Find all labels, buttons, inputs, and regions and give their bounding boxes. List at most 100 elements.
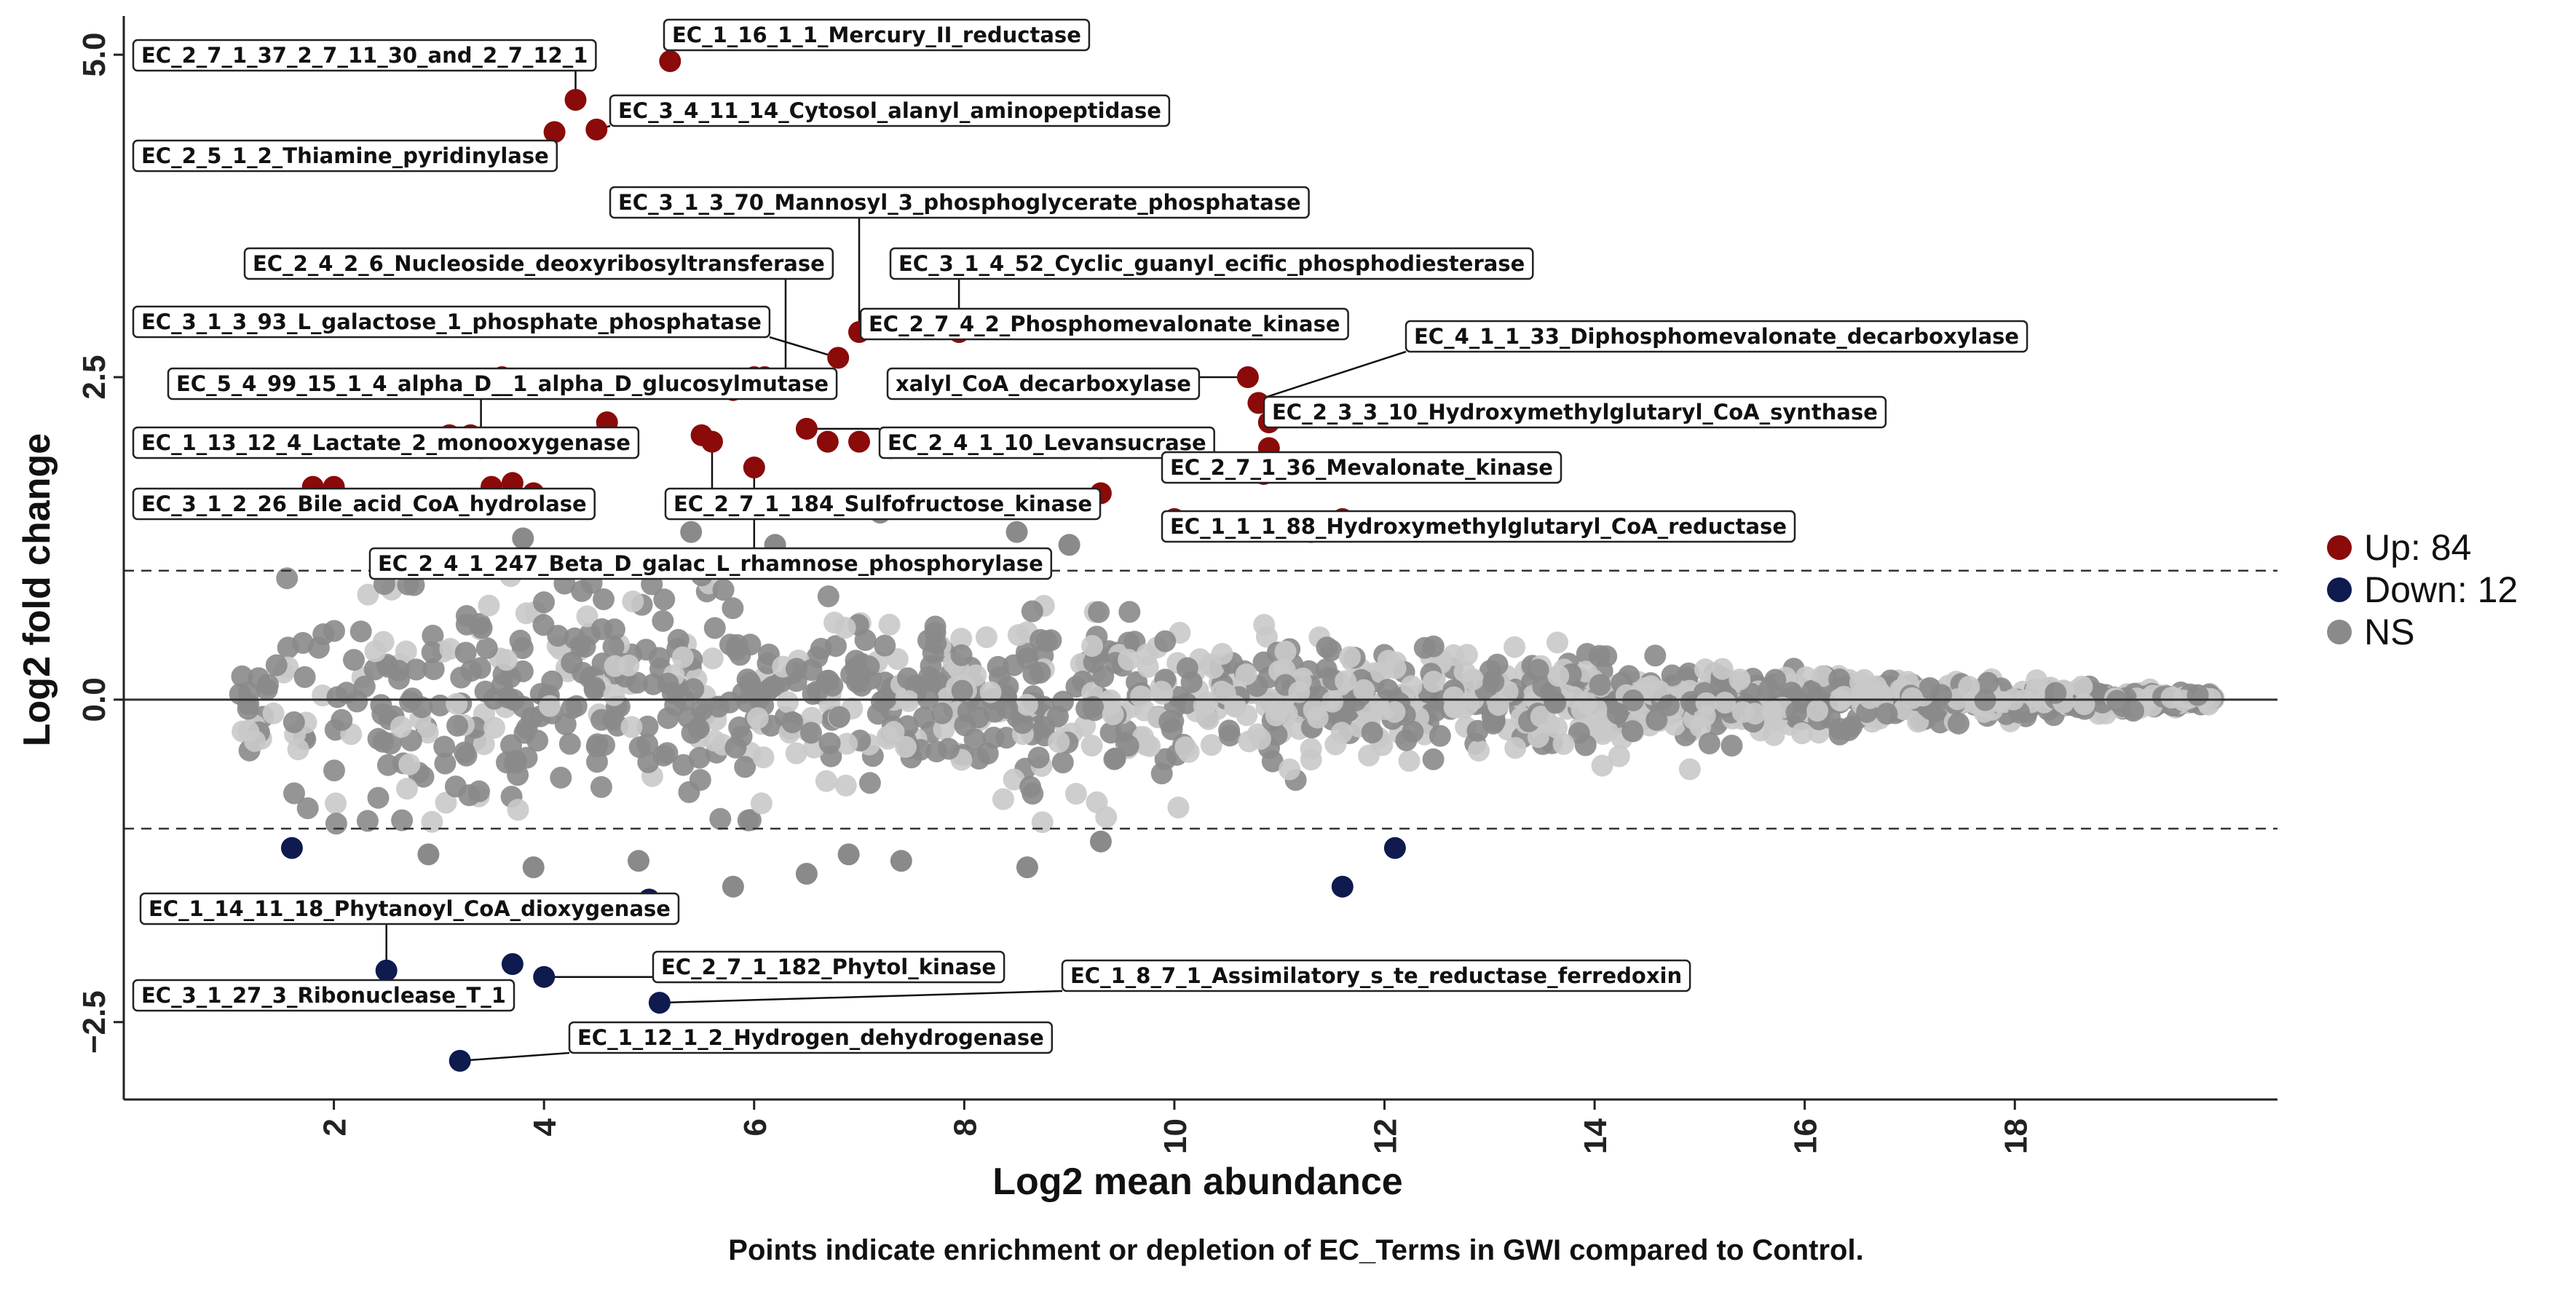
- ns-point: [823, 612, 845, 633]
- ns-point: [933, 718, 955, 741]
- ns-point: [1303, 699, 1325, 721]
- ns-point: [1695, 692, 1718, 714]
- ns-point: [1806, 700, 1829, 722]
- ns-point: [1661, 664, 1683, 687]
- ns-point: [2160, 687, 2183, 709]
- ns-point: [603, 684, 625, 706]
- down-point: [280, 837, 303, 859]
- ns-point: [931, 702, 953, 725]
- up-point: [701, 430, 723, 453]
- ns-point: [1321, 690, 1344, 713]
- ns-point: [331, 708, 353, 731]
- x-tick-label: 6: [738, 1118, 773, 1136]
- label-box: [664, 487, 1102, 521]
- ns-point: [1103, 748, 1126, 770]
- ns-point: [828, 706, 850, 728]
- ns-point: [1335, 670, 1357, 692]
- ns-point: [505, 750, 527, 772]
- ns-point: [1016, 694, 1038, 716]
- x-tick-label: 8: [947, 1118, 983, 1136]
- ns-point: [1398, 750, 1421, 772]
- ns-point: [1790, 722, 1813, 745]
- ns-point: [866, 703, 889, 725]
- point-label: EC_2_5_1_2_Thiamine_pyridinylase: [141, 143, 549, 168]
- point-label: EC_2_7_1_36_Mevalonate_kinase: [1170, 455, 1553, 480]
- label-box: [1061, 959, 1691, 992]
- ns-point: [874, 634, 896, 657]
- point-label: EC_1_13_12_4_Lactate_2_monooxygenase: [141, 430, 631, 455]
- ns-point: [1211, 643, 1233, 665]
- ns-point: [979, 681, 1002, 703]
- point-label: EC_4_1_1_33_Diphosphomevalonate_decarbox…: [1414, 324, 2019, 349]
- ns-point: [1859, 687, 1881, 709]
- ns-point: [937, 738, 960, 760]
- point-label: EC_3_1_3_70_Mannosyl_3_phosphoglycerate_…: [618, 190, 1301, 215]
- point-label: EC_1_8_7_1_Assimilatory_s_te_reductase_f…: [1070, 963, 1682, 988]
- ns-points: [229, 502, 2225, 898]
- ns-point: [1074, 714, 1097, 737]
- label-box: [1161, 451, 1562, 484]
- ns-point: [752, 746, 775, 769]
- ns-point: [963, 728, 986, 751]
- ns-point: [1591, 754, 1613, 777]
- ns-point: [712, 579, 735, 601]
- ns-point: [1455, 644, 1478, 666]
- ns-point: [1504, 636, 1526, 658]
- ns-point: [1812, 665, 1834, 687]
- ns-point: [882, 721, 905, 743]
- ns-point: [1466, 719, 1489, 742]
- ns-point: [734, 756, 756, 778]
- ns-point: [2071, 675, 2093, 698]
- ns-point: [890, 850, 912, 872]
- ns-point: [992, 788, 1014, 810]
- ns-point: [515, 602, 537, 625]
- ns-point: [469, 657, 491, 679]
- point-label: xalyl_CoA_decarboxylase: [896, 371, 1191, 396]
- ns-point: [434, 752, 457, 775]
- ns-point: [628, 850, 649, 872]
- ns-point: [1588, 644, 1611, 667]
- ns-point: [730, 725, 753, 748]
- ns-point: [1300, 738, 1322, 760]
- ns-point: [922, 641, 944, 664]
- ns-point: [1482, 671, 1505, 693]
- label-leader: [459, 1051, 570, 1062]
- ns-point: [1353, 679, 1375, 701]
- ns-point: [561, 652, 583, 674]
- label-box: [132, 426, 640, 459]
- label-box: [1161, 510, 1796, 543]
- ns-point: [478, 594, 500, 617]
- ns-point: [1088, 601, 1110, 623]
- ns-point: [1442, 686, 1465, 708]
- up-point: [827, 347, 850, 369]
- legend-swatch: [2327, 620, 2352, 644]
- ns-point: [262, 702, 285, 725]
- ns-point: [1468, 739, 1490, 762]
- ns-point: [398, 753, 421, 775]
- ns-point: [810, 638, 832, 660]
- ns-point: [1134, 733, 1157, 756]
- ns-point: [357, 583, 379, 606]
- ns-point: [497, 686, 519, 708]
- point-label: EC_2_3_3_10_Hydroxymethylglutaryl_CoA_sy…: [1272, 400, 1878, 425]
- ns-point: [604, 655, 626, 677]
- down-point: [449, 1049, 471, 1072]
- label-box: [663, 18, 1091, 52]
- ns-point: [576, 605, 598, 628]
- ns-point: [325, 792, 347, 815]
- x-tick-label: 16: [1788, 1118, 1824, 1154]
- ns-point: [1193, 695, 1215, 717]
- ns-point: [777, 691, 799, 714]
- ns-point: [1137, 655, 1159, 678]
- ns-point: [287, 738, 309, 761]
- ns-point: [1011, 712, 1034, 734]
- ns-point: [996, 697, 1019, 719]
- ns-point: [834, 774, 857, 797]
- ns-point: [565, 695, 588, 717]
- ns-point: [622, 591, 644, 612]
- ns-point: [1574, 734, 1597, 757]
- point-label: EC_3_1_3_93_L_galactose_1_phosphate_phos…: [141, 309, 762, 334]
- ns-point: [886, 648, 909, 671]
- label-box: [132, 139, 558, 173]
- ns-point: [422, 658, 445, 680]
